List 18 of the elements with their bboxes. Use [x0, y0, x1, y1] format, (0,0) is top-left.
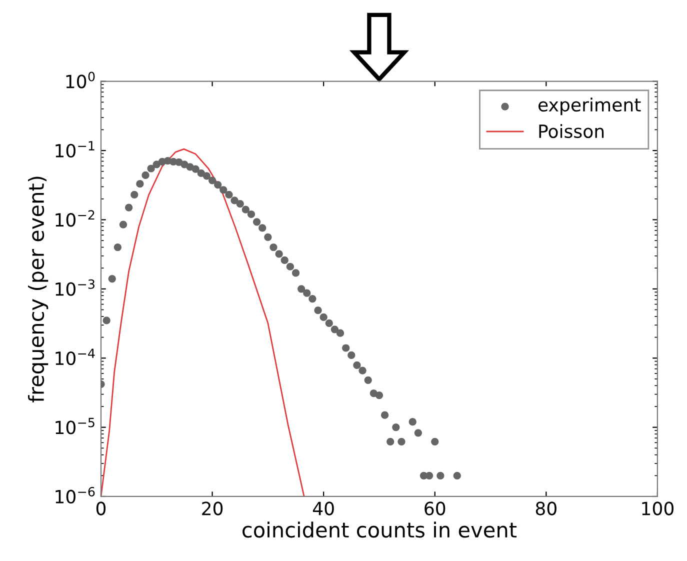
x-tick-label: 100: [642, 502, 674, 516]
x-tick-label: 20: [202, 502, 223, 516]
line-series: [100, 148, 305, 496]
y-tick-label: 10$^{−5}$: [56, 418, 94, 434]
x-tick-label: 80: [536, 502, 556, 516]
legend-label: Poisson: [539, 124, 604, 138]
y-tick-label: 10$^{0}$: [66, 72, 95, 88]
x-tick-label: 60: [424, 502, 446, 516]
y-tick-label: 10$^{−4}$: [56, 348, 95, 366]
y-tick-label: 10$^{−3}$: [56, 279, 94, 296]
x-tick-label: 40: [312, 502, 334, 516]
y-tick-label: 10$^{−2}$: [56, 210, 94, 227]
y-tick-label: 10$^{−1}$: [56, 141, 94, 158]
y-tick-label: 10$^{−6}$: [56, 486, 95, 504]
x-axis-title: coincident counts in event: [242, 522, 517, 538]
legend-label: experiment: [538, 98, 641, 116]
y-axis-title: frequency (per event): [28, 176, 48, 402]
x-tick-label: 0: [96, 502, 106, 516]
